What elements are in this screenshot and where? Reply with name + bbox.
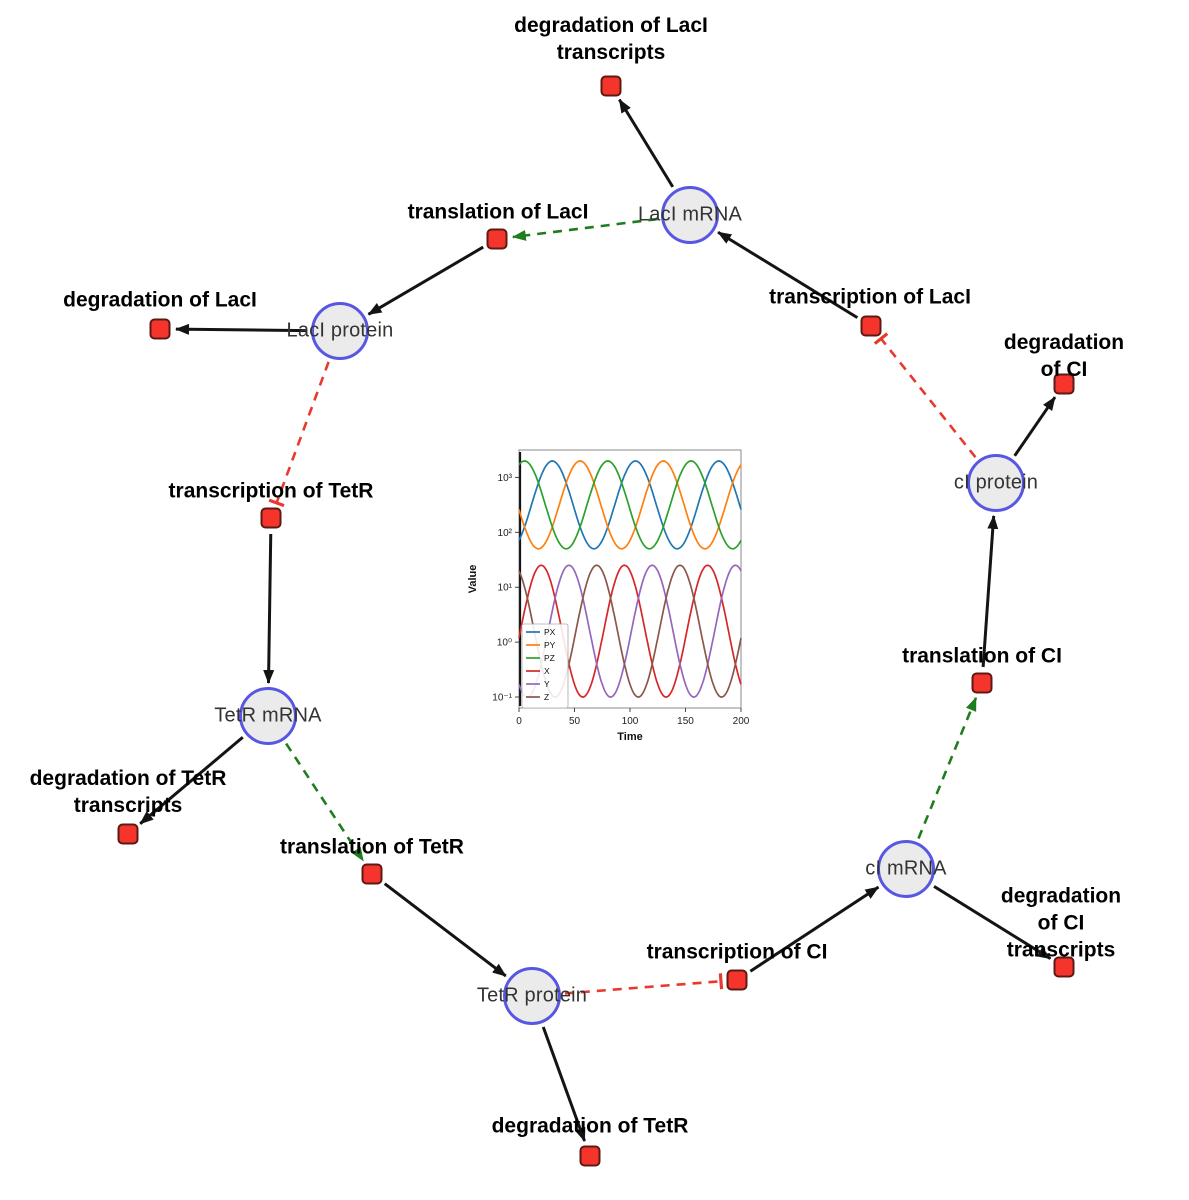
r_deg_tetr-label: degradation of TetR [491,1114,689,1138]
y-tick-label: 10² [498,528,513,539]
species-node-ci_protein[interactable] [967,454,1025,512]
reaction-node-r_deg_laci_mrna[interactable] [600,75,622,97]
reaction-node-r_transl_laci[interactable] [486,228,508,250]
x-tick-label: 100 [622,716,639,727]
species-node-laci_mrna[interactable] [661,186,719,244]
edge-tetr_mrna-to-r_transl_tetr [285,742,365,862]
series-line-y [518,564,742,698]
edge-r_transc_ci-to-ci_mrna [749,885,880,973]
ci_protein-label: cI protein [953,471,1039,494]
reaction-node-r_transl_tetr[interactable] [361,863,383,885]
r_deg_laci_mrna-label: degradation of LacI transcripts [514,14,708,64]
edge-ci_mrna-to-r_deg_ci_mrna [933,885,1052,960]
edge-r_transc_tetr-to-tetr_mrna [263,533,275,685]
x-tick-label: 150 [677,716,694,727]
y-tick-label: 10⁰ [497,638,512,649]
r_deg_ci-label: degradation of CI [1003,331,1125,381]
species-node-tetr_mrna[interactable] [239,687,297,745]
legend-label-y: Y [544,679,550,689]
reaction-node-r_deg_ci[interactable] [1053,373,1075,395]
tetr_mrna-label: TetR mRNA [214,704,322,727]
legend-label-pz: PZ [544,653,555,663]
chart-legend: PX PY PZ XYZ [521,623,569,709]
edge-tetr_protein-to-r_transc_ci [564,973,724,995]
x-tick-label: 200 [733,716,750,727]
species-node-laci_protein[interactable] [311,302,369,360]
edge-tetr_protein-to-r_deg_tetr [541,1026,586,1142]
reaction-node-r_deg_tetr_mrna[interactable] [117,823,139,845]
edge-laci_mrna-to-r_deg_laci_mrna [618,98,675,188]
r_transc_tetr-label: transcription of TetR [168,479,374,503]
laci_protein-label: LacI protein [286,319,394,342]
y-tick-label: 10³ [498,473,513,484]
laci_mrna-label: LacI mRNA [637,203,743,226]
reaction-node-r_deg_ci_mrna[interactable] [1053,956,1075,978]
edge-r_transc_laci-to-laci_mrna [717,230,859,319]
ci_mrna-label: cI mRNA [865,857,947,880]
edge-laci_protein-to-r_deg_laci [174,323,308,335]
series-line-py [518,460,742,550]
y-tick-label: 10⁻¹ [492,693,512,704]
reaction-node-r_transc_ci[interactable] [726,969,748,991]
x-tick-label: 0 [516,716,522,727]
series-line-pz [518,460,742,550]
series-line-px [518,460,742,550]
reaction-node-r_transc_laci[interactable] [860,315,882,337]
reaction-node-r_deg_laci[interactable] [149,318,171,340]
r_deg_laci-label: degradation of LacI [63,288,257,312]
legend-label-py: PY [544,640,556,650]
r_transl_ci-label: translation of CI [902,644,1062,668]
simulation-plot: 10⁻¹ 10⁰ 10¹ 10² 10³ 0 50 100 150 200 Value Time PX P… [462,438,762,756]
series-line-x [518,564,742,698]
legend-label-px: PX [544,627,556,637]
legend-label-z: Z [544,692,549,702]
r_transc_ci-label: transcription of CI [646,940,828,964]
chart-x-axis-label: Time [617,731,642,743]
reaction-node-r_deg_tetr[interactable] [579,1145,601,1167]
r_deg_ci_mrna-label: degradation of CI transcripts [1000,884,1122,962]
r_transl_tetr-label: translation of TetR [280,835,464,859]
y-tick-label: 10¹ [498,583,513,594]
r_transc_laci-label: transcription of LacI [769,285,971,309]
edge-ci_protein-to-r_deg_ci [1013,396,1057,457]
reaction-node-r_transl_ci[interactable] [971,672,993,694]
legend-label-x: X [544,666,550,676]
edge-r_transl_laci-to-laci_protein [367,245,484,316]
edge-laci_mrna-to-r_transl_laci [511,217,658,241]
edge-tetr_mrna-to-r_deg_tetr_mrna [139,736,244,825]
edge-r_transl_tetr-to-tetr_protein [383,882,507,978]
r_transl_laci-label: translation of LacI [407,200,589,224]
x-tick-label: 50 [569,716,581,727]
reaction-node-r_transc_tetr[interactable] [260,507,282,529]
chart-y-axis-label: Value [467,565,479,594]
species-node-ci_mrna[interactable] [877,840,935,898]
r_deg_tetr_mrna-label: degradation of TetR transcripts [29,767,227,817]
tetr_protein-label: TetR protein [476,984,588,1007]
edge-r_transl_ci-to-ci_protein [981,514,999,668]
species-node-tetr_protein[interactable] [503,967,561,1025]
